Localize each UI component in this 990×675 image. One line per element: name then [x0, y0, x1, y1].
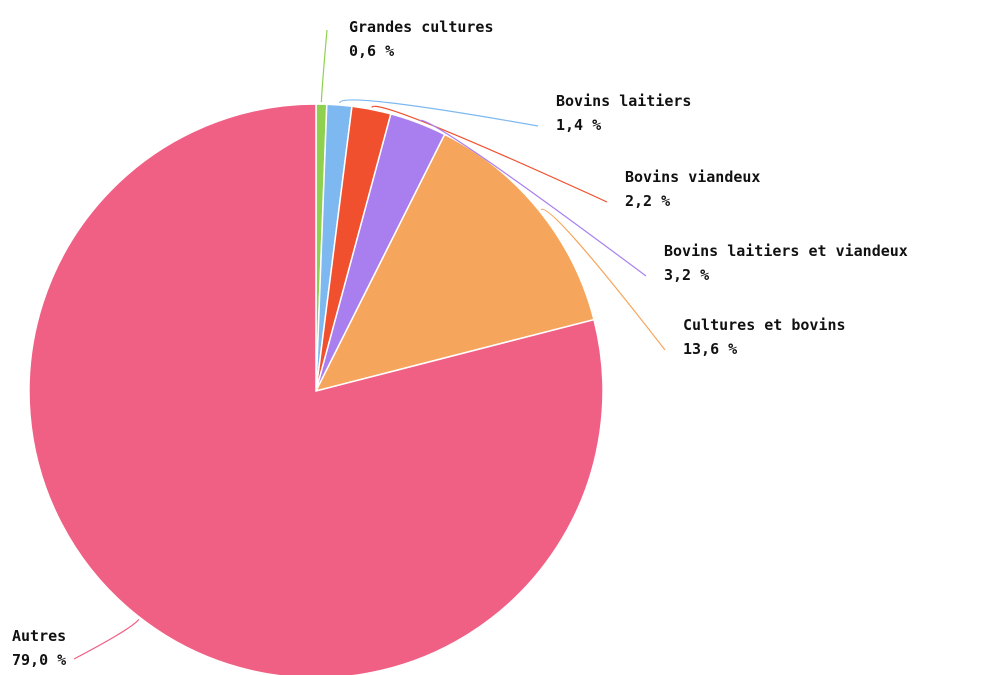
slice-label-name: Grandes cultures: [349, 18, 494, 36]
slice-label-value: 1,4 %: [556, 116, 601, 134]
slice-label-value: 79,0 %: [12, 651, 66, 669]
slice-label-name: Bovins viandeux: [625, 168, 760, 186]
pie-slice-autres: [28, 103, 604, 675]
leader-lines: [73, 29, 666, 660]
slice-labels: Grandes cultures 0,6 % Bovins laitiers 1,4 …: [12, 18, 908, 669]
leader-line: [339, 99, 539, 127]
leader-line: [540, 208, 666, 351]
leader-line: [418, 119, 647, 277]
slice-label-name: Bovins laitiers et viandeux: [664, 242, 908, 260]
slice-label-name: Autres: [12, 627, 66, 645]
pie-slices: [28, 103, 604, 675]
slice-label-name: Bovins laitiers: [556, 92, 691, 110]
slice-label-value: 3,2 %: [664, 266, 709, 284]
leader-line: [320, 29, 328, 103]
slice-label-value: 2,2 %: [625, 192, 670, 210]
slice-label-value: 0,6 %: [349, 42, 394, 60]
slice-label-value: 13,6 %: [683, 340, 737, 358]
leader-line: [73, 619, 140, 660]
slice-label-name: Cultures et bovins: [683, 316, 846, 334]
